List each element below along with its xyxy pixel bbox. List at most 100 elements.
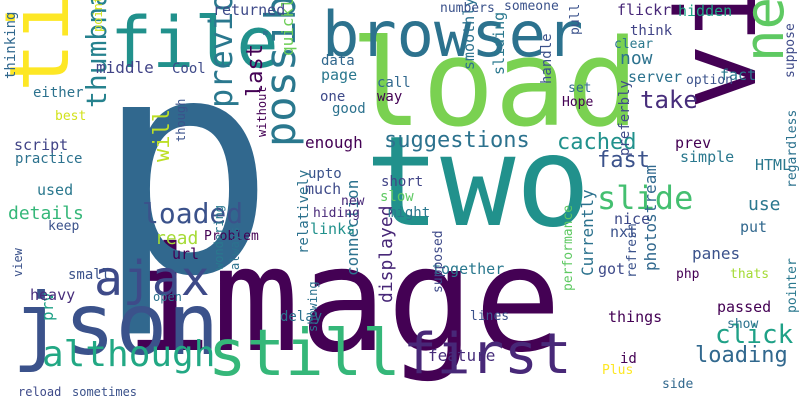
word-Hope: Hope — [562, 95, 594, 110]
word-use: use — [748, 194, 781, 215]
word-things: things — [608, 308, 663, 326]
word-will: will — [150, 109, 175, 162]
word-middle: middle — [96, 58, 154, 77]
word-nice: nice — [614, 210, 651, 228]
word-way: way — [377, 89, 403, 105]
word-ajax: ajax — [94, 251, 210, 307]
word-json: json — [12, 275, 220, 375]
word-performance: performance — [561, 204, 576, 291]
word-think: think — [630, 23, 673, 39]
word-view: view — [11, 248, 25, 277]
word-p: p — [95, 0, 276, 342]
word-hidden: hidden — [678, 2, 733, 20]
word-server: server — [628, 68, 683, 86]
word-handle: handle — [539, 33, 555, 84]
word-details: details — [8, 203, 84, 224]
word-thinking: thinking — [3, 11, 19, 79]
word-supposed: supposed — [431, 230, 446, 293]
word-pointer: pointer — [785, 258, 800, 313]
word-call: call — [377, 75, 411, 91]
word-links: links — [310, 220, 356, 238]
word-suppose: suppose — [783, 23, 798, 78]
word-clear: clear — [614, 37, 654, 52]
word-numbers: numbers — [440, 1, 495, 16]
word-page: page — [321, 66, 358, 84]
word-set: set — [568, 81, 592, 96]
word-though: though — [174, 98, 188, 142]
word-used: used — [37, 181, 74, 199]
word-first: first — [403, 322, 572, 387]
word-reload: reload — [18, 385, 62, 399]
word-together: together — [432, 260, 505, 278]
word-load: load — [350, 15, 639, 154]
word-new: new — [341, 194, 365, 209]
word-Cool: Cool — [172, 61, 206, 77]
word-browser: browser — [322, 0, 584, 71]
word-got: got — [598, 260, 626, 278]
word-panes: panes — [692, 244, 741, 263]
word-show: show — [727, 317, 759, 332]
word-one: one — [320, 89, 346, 105]
word-HTML: HTML — [755, 156, 792, 174]
word-slow: slow — [380, 189, 414, 205]
word-script: script — [14, 136, 69, 154]
word-sometimes: sometimes — [72, 385, 138, 399]
word-slide: slide — [597, 179, 694, 217]
word-image: image — [125, 216, 562, 385]
word-preferbly: preferbly — [617, 80, 633, 156]
word-prev: prev — [675, 134, 712, 152]
word-returned: returned — [213, 1, 286, 19]
word-url: url — [172, 245, 200, 263]
word-thats: thats — [730, 267, 770, 282]
word-good: good — [332, 101, 366, 117]
word-regardless: regardless — [785, 109, 800, 188]
word-showing: showing — [306, 281, 320, 332]
word-file: file — [110, 2, 279, 84]
word-id: id — [620, 351, 637, 367]
word-either: either — [33, 85, 84, 101]
word-suggestions: suggestions — [384, 128, 530, 153]
word-point: point — [91, 0, 105, 32]
word-relatively: relatively — [296, 169, 312, 254]
word-simple: simple — [680, 148, 735, 166]
word-now: now — [620, 48, 653, 69]
word-hiding: hiding — [313, 206, 360, 221]
word-refresh: refresh — [625, 223, 640, 278]
word-Problem: Problem — [204, 229, 259, 244]
word-always: always — [228, 226, 242, 270]
word-sliding: sliding — [490, 11, 508, 75]
word-loaded: loaded — [142, 197, 244, 230]
word-take: take — [640, 86, 698, 114]
word-read: read — [155, 228, 199, 249]
word-pull: pull — [568, 3, 583, 35]
word-still: still — [208, 317, 401, 391]
word-much: much — [305, 180, 342, 198]
word-upto: upto — [308, 166, 342, 182]
word-feature: feature — [428, 346, 496, 365]
word-heavy: heavy — [30, 286, 76, 304]
word-best: best — [55, 109, 87, 124]
word-passed: passed — [717, 298, 772, 316]
word-short: short — [381, 174, 424, 190]
word-Plus: Plus — [602, 363, 634, 378]
word-option: option — [686, 73, 733, 88]
word-lines: lines — [470, 309, 510, 324]
word-enough: enough — [305, 133, 363, 152]
word-open: open — [153, 290, 182, 304]
word-side: side — [662, 377, 694, 392]
word-small: small — [68, 267, 111, 283]
word-fact: fact — [720, 66, 757, 84]
word-cached: cached — [557, 130, 637, 155]
word-php: php — [676, 267, 700, 282]
word-fast: fast — [597, 148, 650, 173]
word-loading: loading — [695, 343, 788, 368]
word-someone: someone — [504, 0, 559, 14]
word-although: although — [42, 334, 216, 375]
word-put: put — [740, 218, 768, 236]
word-practice: practice — [15, 151, 83, 167]
word-flickr: flickr — [617, 1, 672, 19]
word-click: click — [715, 320, 794, 350]
word-Currently: Currently — [578, 189, 597, 276]
word-nxt: nxt — [610, 223, 638, 241]
